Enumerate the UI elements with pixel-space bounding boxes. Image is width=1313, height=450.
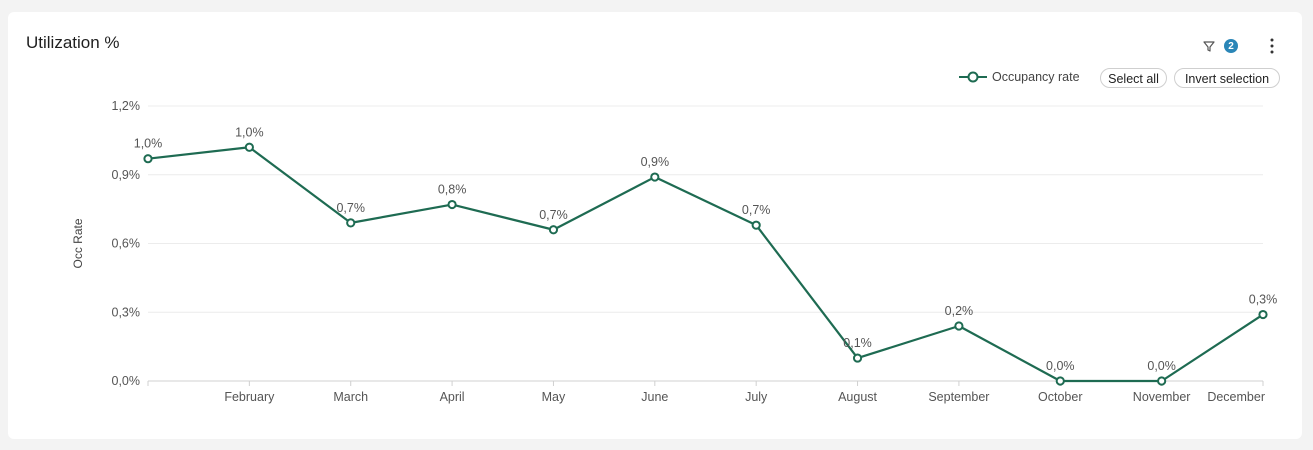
x-tick-label: April [440,390,465,404]
x-tick-label: June [641,390,668,404]
x-tick-label: July [745,390,768,404]
data-point [954,321,964,331]
y-tick-label: 0,6% [112,237,141,251]
data-label: 0,7% [336,201,365,215]
y-tick-label: 1,2% [112,99,141,113]
data-point [1055,376,1065,386]
data-label: 0,8% [438,183,467,197]
data-label: 0,3% [1249,293,1278,307]
x-tick-label: November [1133,390,1191,404]
data-point [447,199,457,210]
y-tick-label: 0,0% [112,374,141,388]
x-tick-label: August [838,390,877,404]
x-tick-label: March [333,390,368,404]
data-label: 0,2% [945,304,974,318]
data-label: 1,0% [235,125,264,139]
line-circle-marker-icon [959,71,987,83]
line-chart: 0,0% 0,3% 0,6% 0,9% 1,2% Occ Rate February Marc… [71,99,1278,404]
data-label: 0,0% [1046,359,1075,373]
data-point [852,353,863,363]
filter-count-badge[interactable]: 2 [1224,39,1238,53]
invert-selection-button[interactable]: Invert selection [1174,68,1280,88]
x-tick-label: December [1207,390,1265,404]
vertical-dots-icon[interactable] [1265,36,1279,56]
y-tick-label: 0,9% [112,168,141,182]
x-tick-label: October [1038,390,1082,404]
data-point [1258,309,1268,320]
y-axis-label: Occ Rate [71,218,85,268]
select-all-button[interactable]: Select all [1100,68,1167,88]
x-tick-label: May [542,390,566,404]
chart-title: Utilization % [26,33,120,52]
chart-card: Utilization % 2 Occupancy rate Select al… [8,12,1302,439]
data-label: 0,1% [843,336,872,350]
legend-label: Occupancy rate [992,70,1080,84]
y-tick-label: 0,3% [112,305,141,319]
data-label: 0,0% [1147,359,1176,373]
x-tick-label: September [928,390,989,404]
series-line [147,146,1264,383]
data-point [244,142,254,152]
data-label: 0,9% [641,155,670,169]
data-label: 0,7% [742,203,771,217]
data-point [548,225,559,235]
data-point [1157,376,1167,386]
filter-icon[interactable] [1202,39,1216,53]
legend-item-occupancy-rate[interactable]: Occupancy rate [958,70,1080,84]
data-point [650,172,660,182]
x-tick-label: February [224,390,275,404]
data-label: 0,7% [539,208,568,222]
data-point [346,218,356,228]
data-label: 1,0% [134,137,163,151]
data-point [751,220,761,230]
data-point [143,154,153,164]
